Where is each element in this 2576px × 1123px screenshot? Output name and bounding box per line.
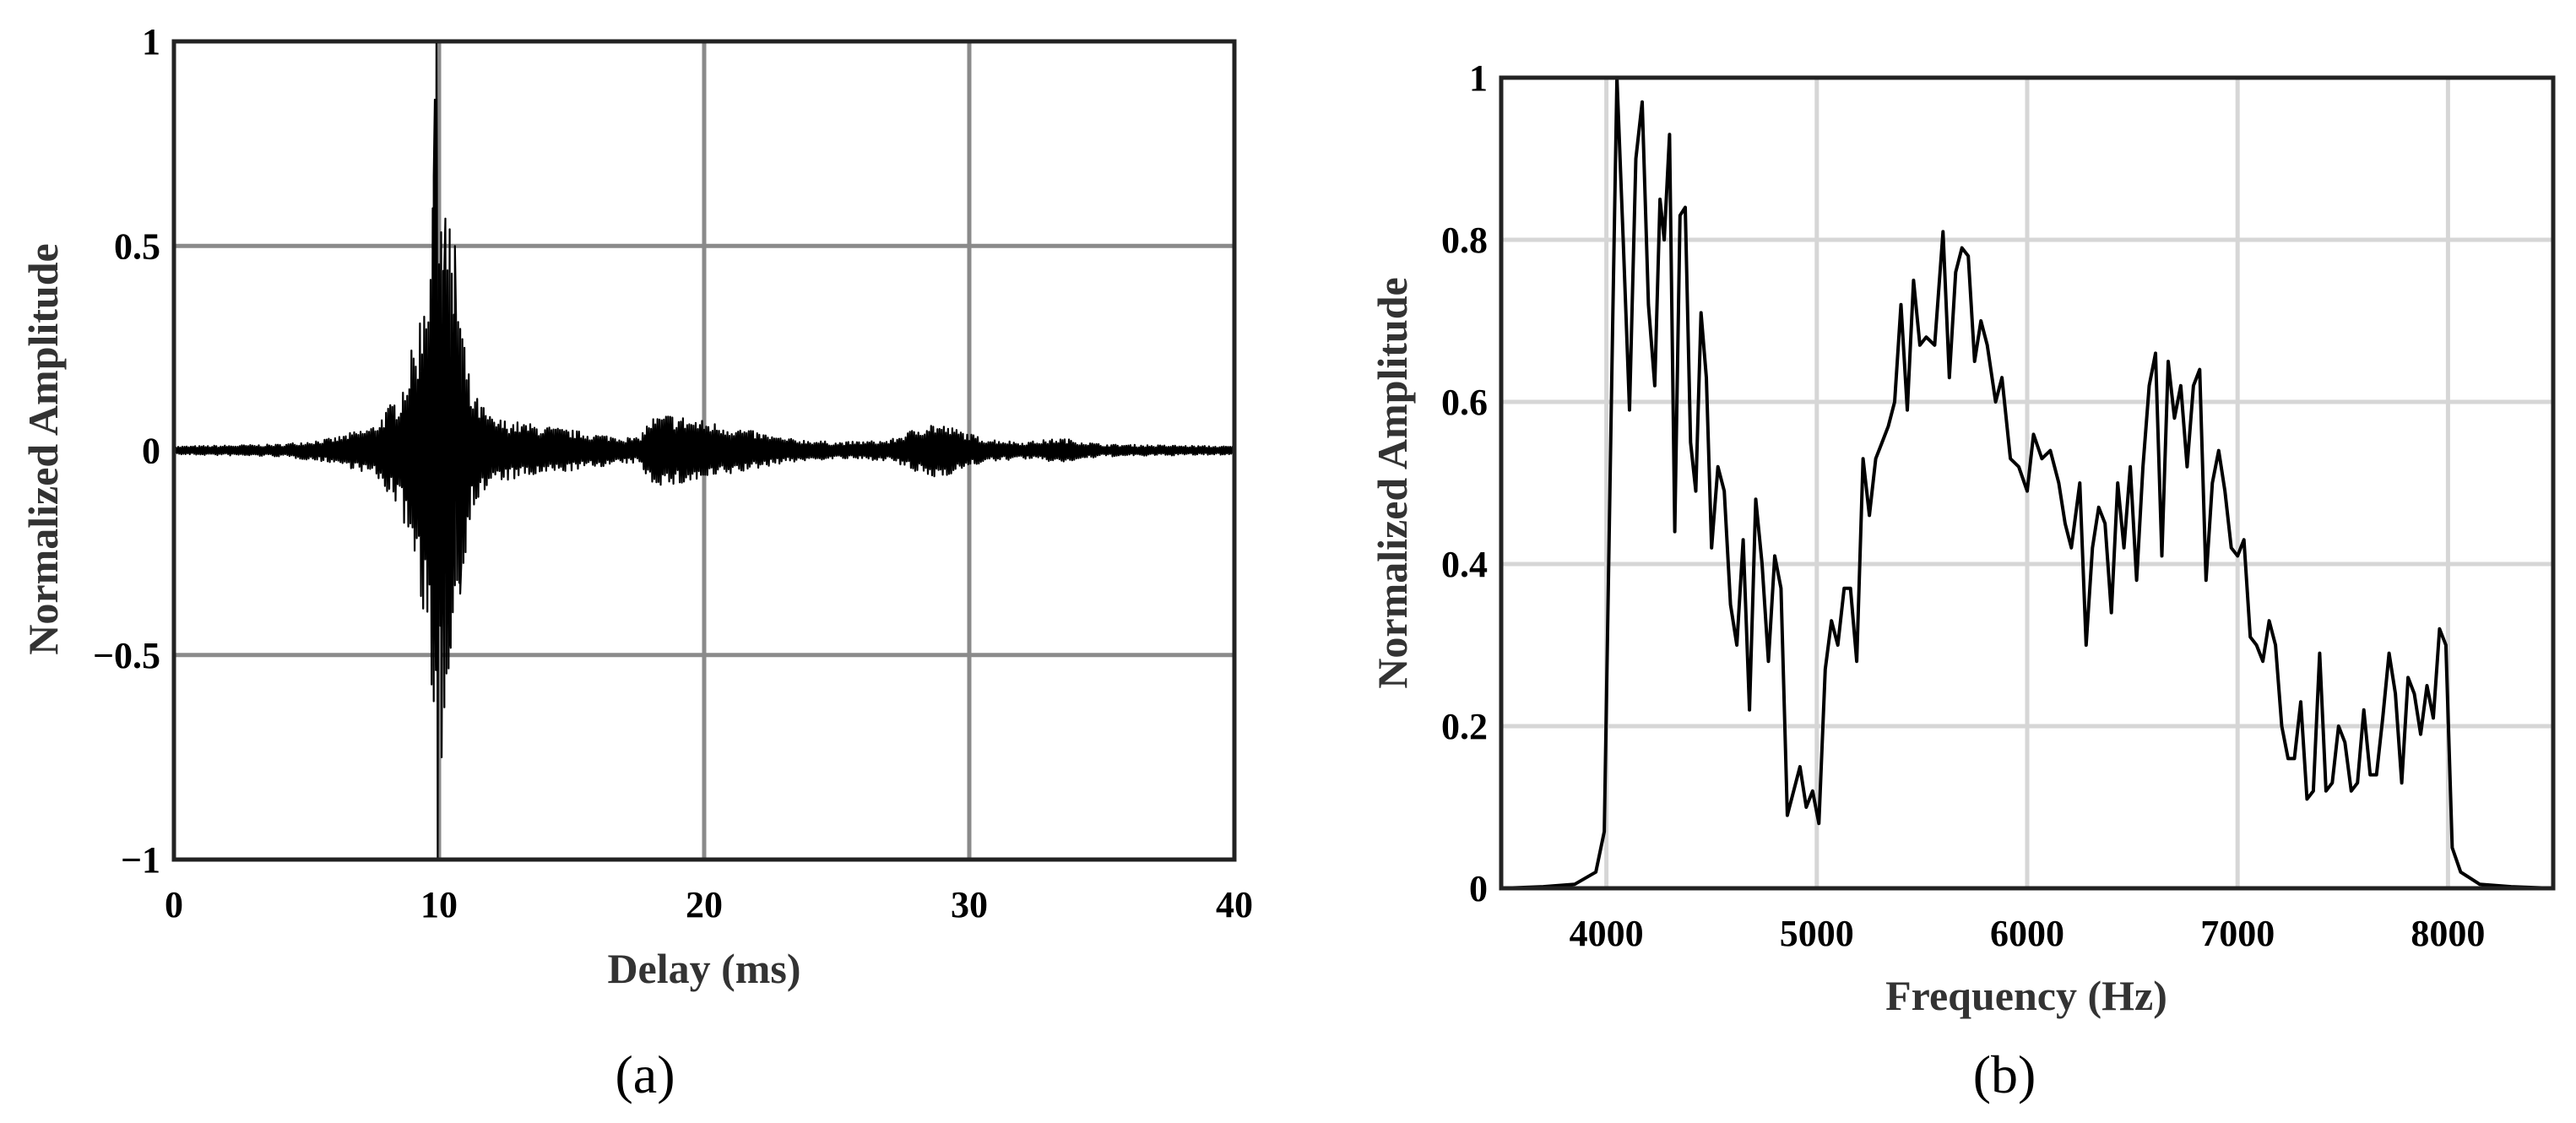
plot-frame-b — [1499, 75, 2556, 891]
x-tick-label: 30 — [951, 884, 988, 925]
plot-frame-a — [171, 39, 1237, 862]
x-tick-label: 20 — [686, 884, 723, 925]
x-tick-label: 8000 — [2411, 913, 2485, 954]
y-tick-label: 0.2 — [1441, 706, 1488, 747]
ylabel-a: Normalized Amplitude — [19, 243, 67, 654]
panel-label-a: (a) — [615, 1044, 675, 1104]
xlabel-a: Delay (ms) — [607, 945, 800, 992]
ylabel-b: Normalized Amplitude — [1369, 277, 1416, 688]
chart-b: 4000 5000 6000 7000 8000 0 0.2 0.4 0.6 0.8 1 Frequ… — [1369, 57, 2556, 1104]
y-tick-label: 0.8 — [1441, 220, 1488, 261]
ticks-b: 4000 5000 6000 7000 8000 0 0.2 0.4 0.6 0.8 1 — [1441, 57, 2485, 954]
x-tick-label: 5000 — [1780, 913, 1854, 954]
y-tick-label: 0 — [142, 431, 160, 472]
x-tick-label: 40 — [1216, 884, 1253, 925]
ticks-a: 0 10 20 30 40 −1 −0.5 0 0.5 1 — [93, 21, 1253, 925]
y-tick-label: 1 — [1469, 57, 1488, 99]
chart-a: 0 10 20 30 40 −1 −0.5 0 0.5 1 Delay (ms) Normaliz… — [19, 21, 1253, 1104]
series-line-b — [1500, 76, 2554, 890]
y-tick-label: −0.5 — [93, 635, 160, 676]
x-tick-label: 4000 — [1570, 913, 1644, 954]
y-tick-label: −1 — [121, 839, 160, 881]
series-line-a — [172, 40, 1236, 861]
y-tick-label: 0.4 — [1441, 544, 1488, 585]
x-tick-label: 6000 — [1990, 913, 2064, 954]
y-tick-label: 0.6 — [1441, 382, 1488, 423]
y-tick-label: 0 — [1469, 868, 1488, 909]
y-tick-label: 1 — [142, 21, 160, 62]
xlabel-b: Frequency (Hz) — [1885, 972, 2167, 1019]
x-tick-label: 7000 — [2200, 913, 2275, 954]
y-tick-label: 0.5 — [114, 225, 160, 267]
x-tick-label: 10 — [420, 884, 458, 925]
panel-label-b: (b) — [1973, 1044, 2036, 1104]
x-tick-label: 0 — [165, 884, 183, 925]
